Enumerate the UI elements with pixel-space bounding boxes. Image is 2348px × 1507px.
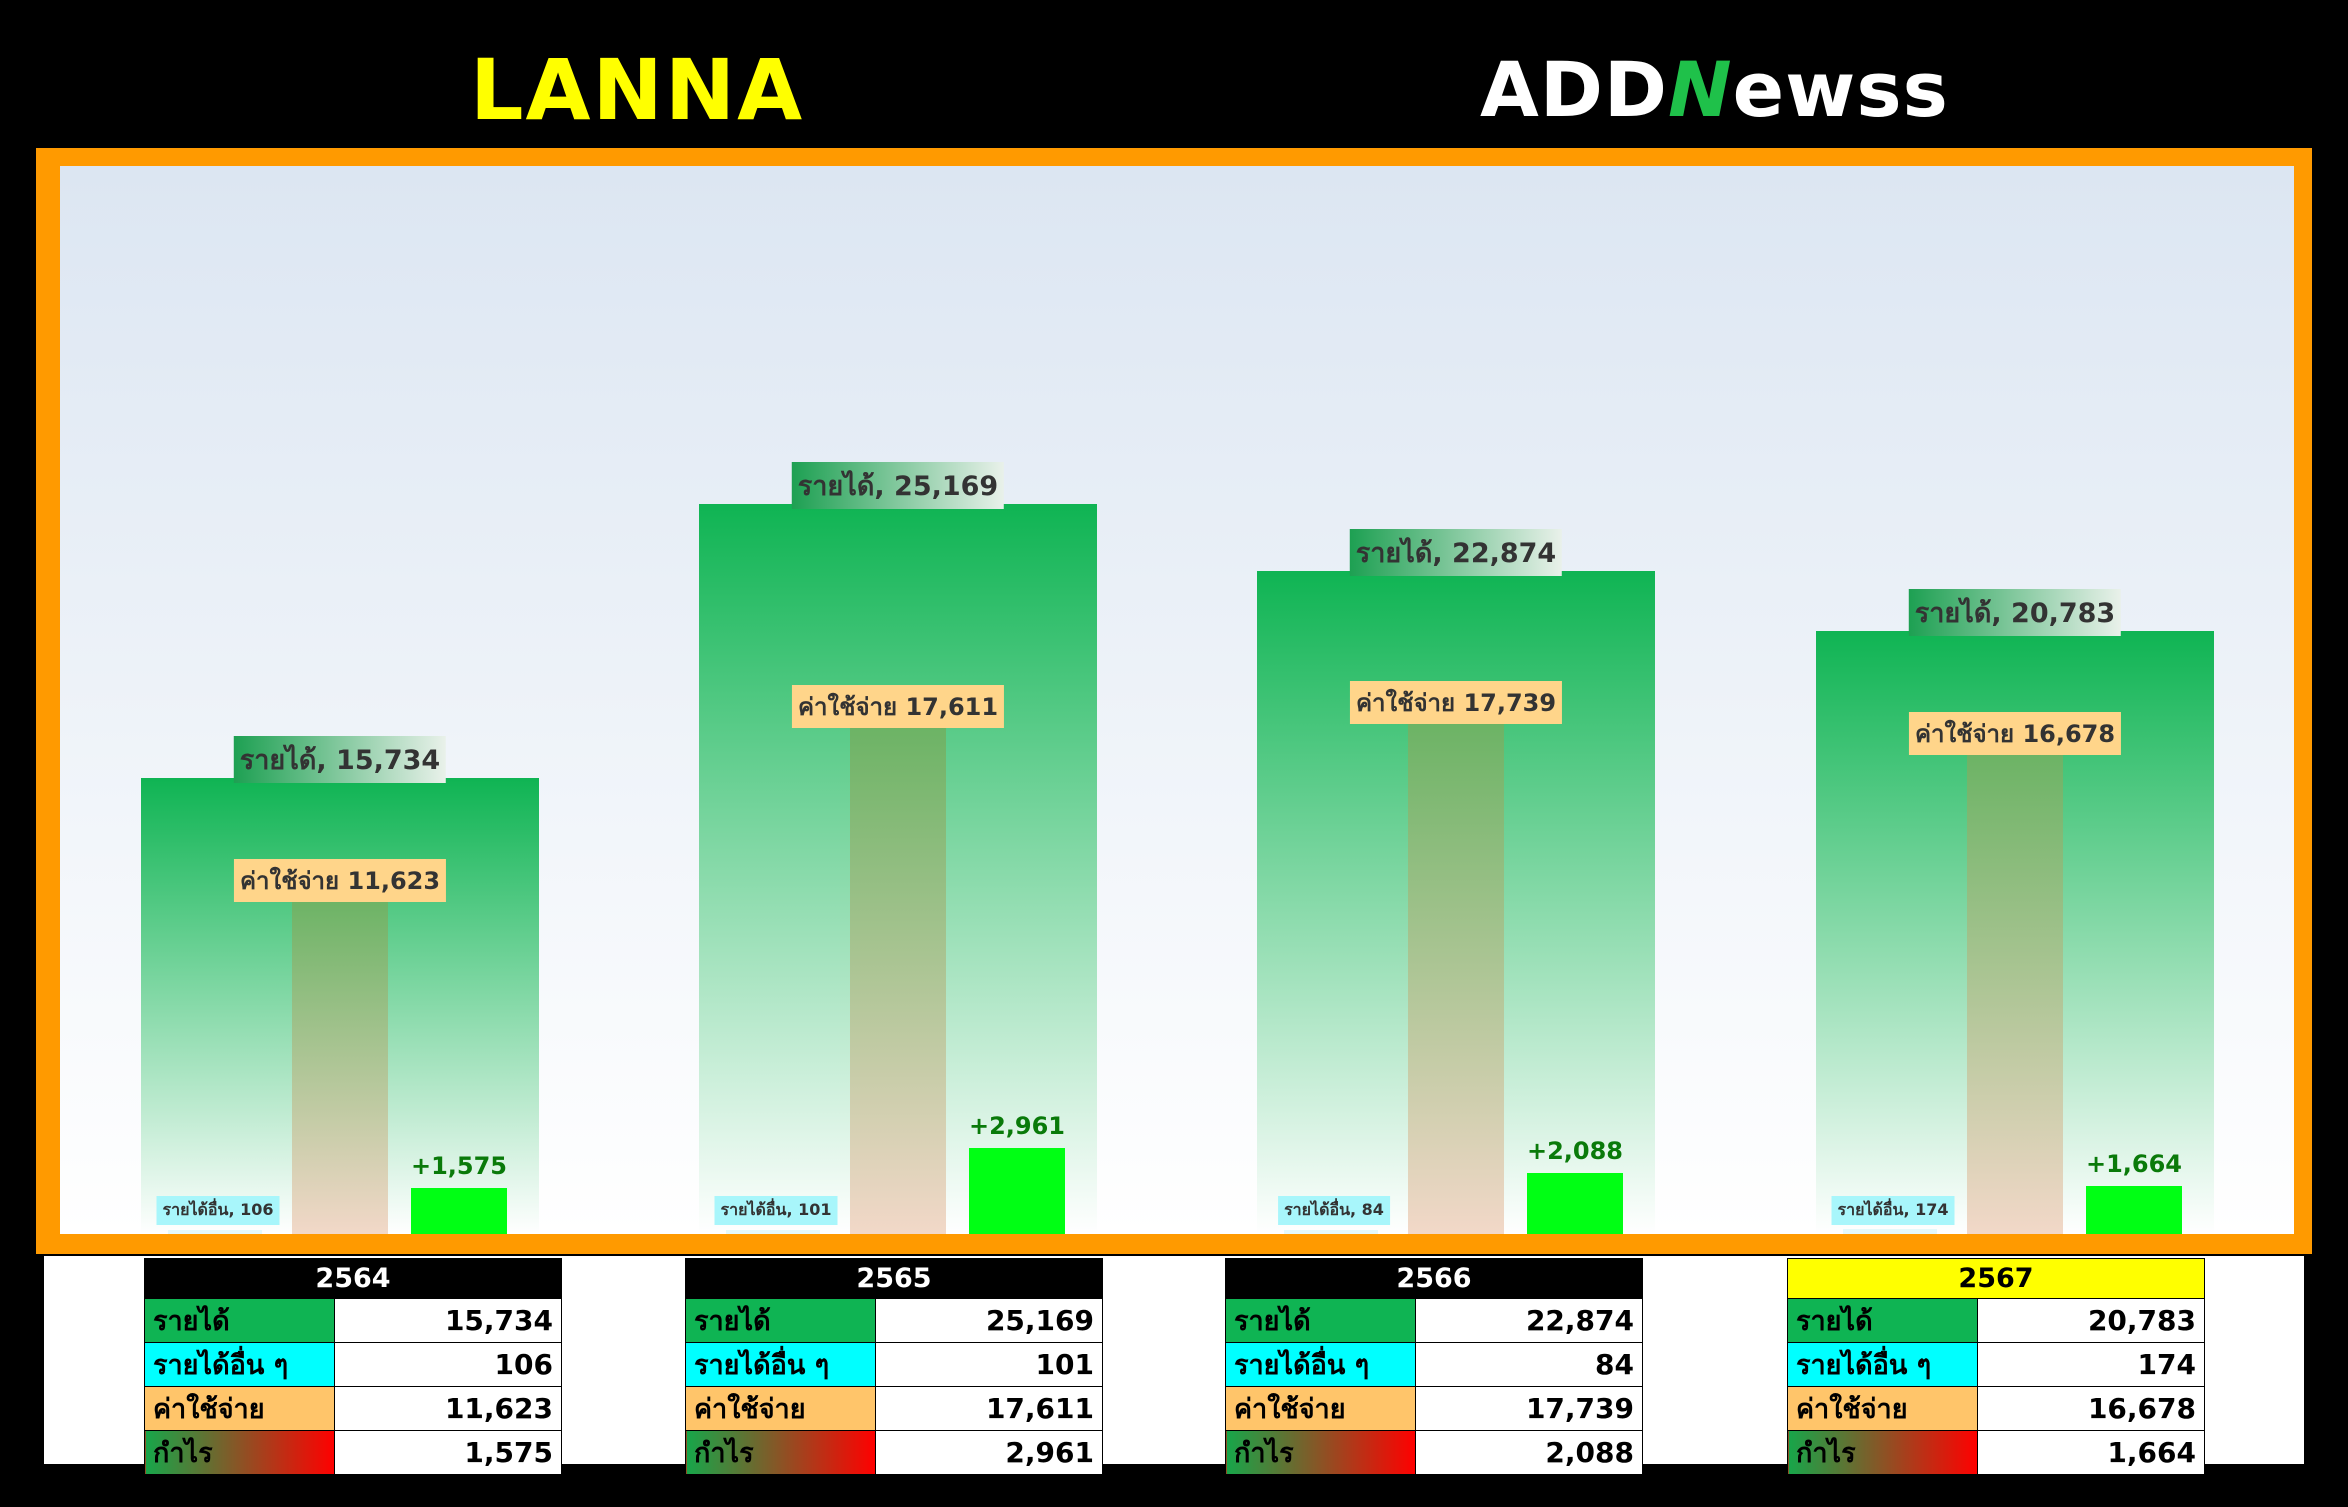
row-label-profit: กำไร <box>1787 1430 1978 1475</box>
row-label-expense: ค่าใช้จ่าย <box>144 1386 335 1431</box>
row-label-expense: ค่าใช้จ่าย <box>1787 1386 1978 1431</box>
other-income-bar-2567 <box>1843 1228 1937 1234</box>
year-header: 2566 <box>1225 1258 1643 1299</box>
year-table-2565: 2565 รายได้ 25,169 รายได้อื่น ๆ 101 ค่าใช้… <box>685 1258 1103 1475</box>
row-value-profit: 2,961 <box>875 1430 1103 1475</box>
addnewss-logo: ADDNewss <box>1480 40 1949 140</box>
profit-data-label: +1,664 <box>2085 1149 2183 1178</box>
profit-data-label: +2,088 <box>1526 1137 1624 1166</box>
expense-bar-2564 <box>292 896 388 1234</box>
other-income-bar-2565 <box>726 1230 820 1234</box>
row-value-expense: 17,739 <box>1415 1386 1643 1431</box>
expense-data-label: ค่าใช้จ่าย 17,611 <box>791 685 1005 729</box>
row-label-revenue: รายได้ <box>1225 1298 1416 1343</box>
row-label-revenue: รายได้ <box>144 1298 335 1343</box>
profit-data-label: +1,575 <box>410 1152 508 1181</box>
logo-part-n: N <box>1668 45 1733 134</box>
profit-bar-2565 <box>969 1148 1065 1234</box>
other-income-data-label: รายได้อื่น, 106 <box>156 1196 280 1225</box>
expense-bar-2567 <box>1967 750 2063 1234</box>
expense-data-label: ค่าใช้จ่าย 16,678 <box>1908 712 2122 756</box>
row-label-expense: ค่าใช้จ่าย <box>1225 1386 1416 1431</box>
logo-part-ewss: ewss <box>1732 45 1949 134</box>
row-label-other-income: รายได้อื่น ๆ <box>1225 1342 1416 1387</box>
row-value-other-income: 106 <box>334 1342 562 1387</box>
expense-bar-2565 <box>850 723 946 1234</box>
row-value-revenue: 15,734 <box>334 1298 562 1343</box>
profit-bar-2566 <box>1527 1173 1623 1234</box>
expense-data-label: ค่าใช้จ่าย 11,623 <box>233 858 447 902</box>
row-label-expense: ค่าใช้จ่าย <box>685 1386 876 1431</box>
year-header-highlighted: 2567 <box>1787 1258 2205 1299</box>
revenue-data-label: รายได้, 22,874 <box>1349 528 1563 576</box>
profit-data-label: +2,961 <box>968 1112 1066 1141</box>
row-value-profit: 2,088 <box>1415 1430 1643 1475</box>
expense-bar-2566 <box>1408 719 1504 1234</box>
row-value-expense: 16,678 <box>1977 1386 2205 1431</box>
row-value-profit: 1,664 <box>1977 1430 2205 1475</box>
year-table-2564: 2564 รายได้ 15,734 รายได้อื่น ๆ 106 ค่าใช้… <box>144 1258 562 1475</box>
row-value-profit: 1,575 <box>334 1430 562 1475</box>
row-value-expense: 17,611 <box>875 1386 1103 1431</box>
row-label-revenue: รายได้ <box>685 1298 876 1343</box>
logo-part-add: ADD <box>1480 45 1668 134</box>
revenue-data-label: รายได้, 15,734 <box>233 735 447 783</box>
profit-bar-2564 <box>411 1188 507 1234</box>
year-header: 2564 <box>144 1258 562 1299</box>
row-label-other-income: รายได้อื่น ๆ <box>685 1342 876 1387</box>
other-income-bar-2564 <box>168 1230 262 1234</box>
row-value-revenue: 25,169 <box>875 1298 1103 1343</box>
revenue-data-label: รายได้, 20,783 <box>1908 589 2122 637</box>
revenue-data-label: รายได้, 25,169 <box>791 462 1005 509</box>
year-table-2566: 2566 รายได้ 22,874 รายได้อื่น ๆ 84 ค่าใช้จ… <box>1225 1258 1643 1475</box>
row-label-profit: กำไร <box>144 1430 335 1475</box>
year-header: 2565 <box>685 1258 1103 1299</box>
row-label-other-income: รายได้อื่น ๆ <box>1787 1342 1978 1387</box>
row-value-revenue: 22,874 <box>1415 1298 1643 1343</box>
row-label-other-income: รายได้อื่น ๆ <box>144 1342 335 1387</box>
row-value-other-income: 84 <box>1415 1342 1643 1387</box>
brand-title: LANNA <box>470 41 805 139</box>
other-income-data-label: รายได้อื่น, 84 <box>1278 1196 1390 1225</box>
profit-bar-2567 <box>2086 1185 2182 1234</box>
year-table-2567: 2567 รายได้ 20,783 รายได้อื่น ๆ 174 ค่าใช้… <box>1787 1258 2205 1475</box>
row-label-profit: กำไร <box>1225 1430 1416 1475</box>
other-income-bar-2566 <box>1284 1230 1378 1234</box>
bar-chart-plot: รายได้, 15,734 ค่าใช้จ่าย 11,623 รายได้อื่… <box>60 166 2294 1234</box>
expense-data-label: ค่าใช้จ่าย 17,739 <box>1349 681 1563 725</box>
row-value-other-income: 174 <box>1977 1342 2205 1387</box>
other-income-data-label: รายได้อื่น, 174 <box>1831 1196 1955 1225</box>
row-value-revenue: 20,783 <box>1977 1298 2205 1343</box>
other-income-data-label: รายได้อื่น, 101 <box>714 1196 838 1225</box>
row-label-revenue: รายได้ <box>1787 1298 1978 1343</box>
row-value-expense: 11,623 <box>334 1386 562 1431</box>
row-label-profit: กำไร <box>685 1430 876 1475</box>
row-value-other-income: 101 <box>875 1342 1103 1387</box>
